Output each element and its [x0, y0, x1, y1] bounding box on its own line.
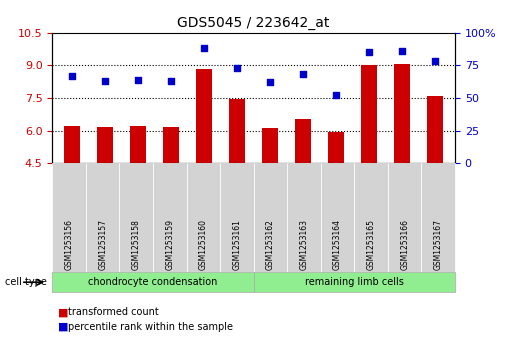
Point — [134, 77, 142, 83]
Bar — [64, 126, 81, 163]
Text: GSM1253157: GSM1253157 — [98, 220, 107, 270]
Text: GSM1253160: GSM1253160 — [199, 220, 208, 270]
Text: GSM1253167: GSM1253167 — [434, 220, 443, 270]
Text: GSM1253165: GSM1253165 — [367, 220, 376, 270]
Text: GSM1253166: GSM1253166 — [400, 220, 409, 270]
Text: GSM1253164: GSM1253164 — [333, 220, 342, 270]
Point — [431, 58, 439, 64]
Bar — [130, 126, 146, 163]
Text: GSM1253156: GSM1253156 — [64, 220, 74, 270]
Bar — [427, 96, 444, 163]
Text: ■: ■ — [58, 307, 68, 317]
Point — [167, 78, 175, 84]
Bar — [361, 65, 378, 163]
Bar — [328, 132, 345, 163]
Text: percentile rank within the sample: percentile rank within the sample — [68, 322, 233, 332]
Text: transformed count: transformed count — [68, 307, 159, 317]
Point — [266, 79, 275, 85]
Text: ■: ■ — [58, 322, 68, 332]
Title: GDS5045 / 223642_at: GDS5045 / 223642_at — [177, 16, 330, 30]
Bar — [394, 64, 411, 163]
Bar — [229, 99, 245, 163]
Text: remaining limb cells: remaining limb cells — [305, 277, 404, 287]
Text: GSM1253161: GSM1253161 — [232, 220, 242, 270]
Point — [200, 45, 208, 51]
Text: GSM1253163: GSM1253163 — [300, 220, 309, 270]
Bar — [295, 119, 311, 163]
Point — [101, 78, 109, 84]
Bar — [163, 127, 179, 163]
Text: cell type: cell type — [5, 277, 47, 287]
Point — [332, 93, 340, 98]
Text: GSM1253158: GSM1253158 — [132, 220, 141, 270]
Point — [398, 48, 406, 54]
Point — [365, 49, 373, 55]
Point — [233, 65, 241, 71]
Bar — [97, 127, 113, 163]
Point — [299, 72, 308, 77]
Text: GSM1253162: GSM1253162 — [266, 220, 275, 270]
Bar — [196, 69, 212, 163]
Text: GSM1253159: GSM1253159 — [165, 220, 174, 270]
Bar — [262, 128, 278, 163]
Text: chondrocyte condensation: chondrocyte condensation — [88, 277, 218, 287]
Point — [68, 73, 76, 79]
